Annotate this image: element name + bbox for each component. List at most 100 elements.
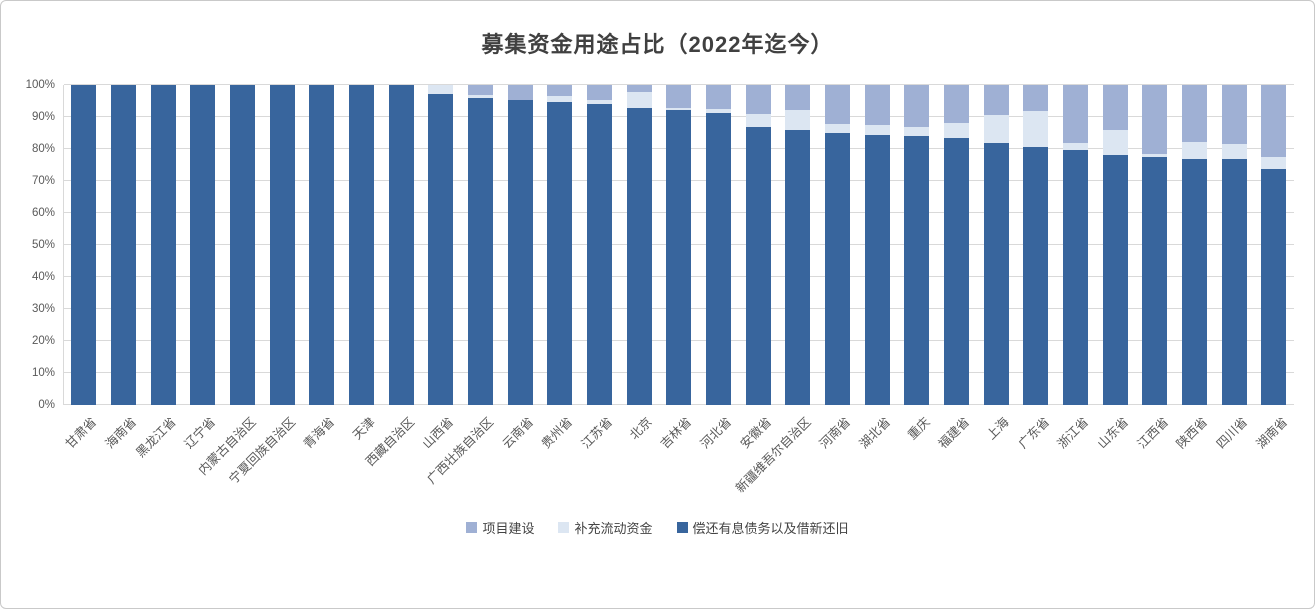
gridline — [64, 84, 1294, 85]
x-axis-label: 甘肃省 — [63, 414, 100, 452]
stacked-bar — [309, 85, 335, 405]
bar-segment — [745, 85, 771, 114]
bar-segment — [706, 108, 732, 113]
bar-segment — [626, 107, 652, 405]
x-axis-label: 云南省 — [499, 414, 537, 452]
bar-segment — [1023, 110, 1049, 147]
bar-segment — [1221, 159, 1247, 405]
bar-segment — [864, 85, 890, 126]
bar-segment — [666, 109, 692, 405]
bar-segment — [428, 85, 454, 94]
bar-segment — [1261, 85, 1287, 157]
bar-segment — [904, 136, 930, 405]
bar-slot — [342, 85, 382, 405]
x-axis-label: 黑龙江省 — [133, 414, 179, 461]
bar-segment — [468, 85, 494, 95]
bar-segment — [666, 107, 692, 110]
stacked-bar — [1182, 85, 1208, 405]
bar-slot — [897, 85, 937, 405]
bar-segment — [666, 85, 692, 108]
bar-segment — [944, 138, 970, 405]
stacked-bar — [825, 85, 851, 405]
legend-swatch-icon — [558, 522, 570, 533]
y-axis-label: 40% — [31, 271, 55, 283]
stacked-bar — [666, 85, 692, 405]
stacked-bar — [587, 85, 613, 405]
bar-segment — [1023, 85, 1049, 111]
bar-segment — [1221, 144, 1247, 160]
legend: 项目建设 补充流动资金 偿还有息债务以及借新还旧 — [1, 518, 1314, 537]
y-axis-label: 90% — [31, 111, 55, 123]
bar-segment — [190, 85, 216, 405]
stacked-bar — [190, 85, 216, 405]
bar-segment — [1261, 168, 1287, 405]
bar-segment — [71, 85, 97, 405]
bar-segment — [547, 95, 573, 103]
bar-segment — [269, 85, 295, 405]
stacked-bar — [230, 85, 256, 405]
chart-title: 募集资金用途占比（2022年迄今） — [481, 32, 834, 57]
bar-slot — [738, 85, 778, 405]
bar-slot — [1175, 85, 1215, 405]
bar-segment — [349, 85, 375, 405]
bar-slot — [302, 85, 342, 405]
bar-segment — [587, 103, 613, 405]
stacked-bar — [864, 85, 890, 405]
x-axis-label: 重庆 — [905, 414, 933, 443]
y-axis-label: 20% — [31, 335, 55, 347]
bar-segment — [785, 130, 811, 405]
stacked-bar — [388, 85, 414, 405]
bar-segment — [785, 85, 811, 111]
bar-slot — [143, 85, 183, 405]
bar-segment — [825, 133, 851, 405]
bar-segment — [388, 85, 414, 405]
bar-slot — [778, 85, 818, 405]
bar-slot — [64, 85, 104, 405]
bar-segment — [1063, 85, 1089, 144]
stacked-bar — [349, 85, 375, 405]
x-axis-label: 北京 — [627, 414, 656, 443]
bar-segment — [904, 85, 930, 127]
stacked-bar — [1102, 85, 1128, 405]
bar-segment — [150, 85, 176, 405]
x-axis-label: 浙江省 — [1055, 414, 1092, 452]
x-axis-label: 江西省 — [1134, 414, 1171, 452]
bar-slot — [461, 85, 501, 405]
stacked-bar — [468, 85, 494, 405]
bar-segment — [1023, 146, 1049, 405]
legend-label: 偿还有息债务以及借新还旧 — [692, 521, 849, 536]
legend-swatch-icon — [466, 522, 478, 533]
bar-slot — [857, 85, 897, 405]
bar-segment — [468, 94, 494, 99]
bar-slot — [1135, 85, 1175, 405]
stacked-bar — [904, 85, 930, 405]
bar-segment — [983, 115, 1009, 143]
bar-slot — [1016, 85, 1056, 405]
bar-segment — [706, 85, 732, 109]
x-axis-label: 河南省 — [817, 414, 854, 452]
bar-slot — [262, 85, 302, 405]
stacked-bar — [785, 85, 811, 405]
stacked-bar — [71, 85, 97, 405]
x-axis-label: 广东省 — [1015, 414, 1052, 452]
legend-item: 偿还有息债务以及借新还旧 — [676, 518, 849, 537]
bar-segment — [983, 142, 1009, 405]
bar-segment — [1221, 85, 1247, 145]
bar-segment — [944, 85, 970, 124]
legend-item: 补充流动资金 — [558, 518, 653, 537]
bar-slot — [937, 85, 977, 405]
stacked-bar — [944, 85, 970, 405]
bar-segment — [1261, 156, 1287, 169]
x-axis-label: 湖北省 — [856, 414, 894, 452]
bar-segment — [1102, 155, 1128, 405]
bar-segment — [825, 124, 851, 133]
x-axis-label: 四川省 — [1213, 414, 1251, 452]
bars-container — [64, 85, 1294, 405]
bar-segment — [1142, 85, 1168, 155]
bar-segment — [468, 98, 494, 405]
bar-segment — [785, 110, 811, 131]
plot-area — [63, 84, 1294, 405]
x-axis-label: 上海 — [984, 414, 1013, 443]
bar-segment — [1063, 149, 1089, 405]
